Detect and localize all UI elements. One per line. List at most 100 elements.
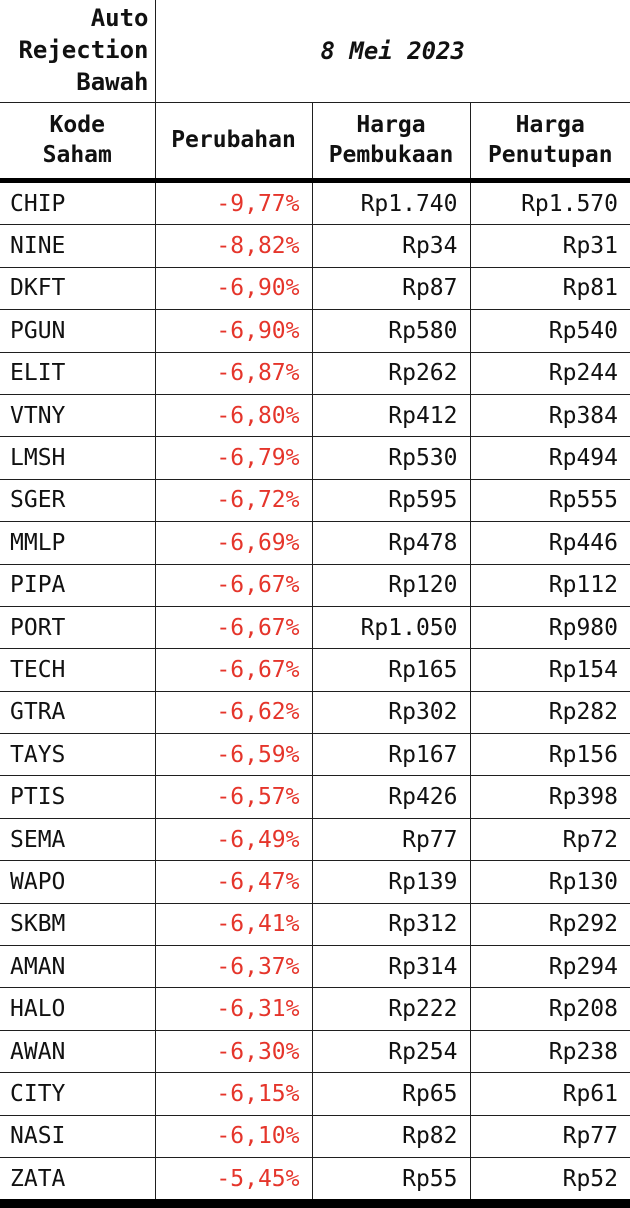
harga-pembukaan-cell: Rp254 — [312, 1030, 471, 1074]
harga-pembukaan-cell: Rp580 — [312, 309, 471, 353]
harga-pembukaan-cell: Rp262 — [312, 352, 471, 395]
kode-saham-cell: AMAN — [0, 945, 156, 989]
table-row: TECH -6,67% Rp165 Rp154 — [0, 648, 630, 692]
table-row: NASI -6,10% Rp82 Rp77 — [0, 1115, 630, 1158]
perubahan-cell: -6,62% — [155, 691, 313, 735]
kode-saham-cell: GTRA — [0, 691, 156, 735]
harga-penutupan-cell: Rp294 — [470, 945, 630, 989]
table-row: CHIP -9,77% Rp1.740 Rp1.570 — [0, 180, 630, 226]
kode-saham-cell: SEMA — [0, 818, 156, 862]
harga-pembukaan-cell: Rp120 — [312, 564, 471, 607]
perubahan-cell: -5,45% — [155, 1157, 313, 1208]
perubahan-cell: -6,41% — [155, 903, 313, 947]
harga-penutupan-cell: Rp292 — [470, 903, 630, 947]
kode-saham-cell: NASI — [0, 1115, 156, 1158]
harga-pembukaan-cell: Rp302 — [312, 691, 471, 735]
harga-penutupan-cell: Rp398 — [470, 775, 630, 819]
kode-saham-cell: PORT — [0, 606, 156, 650]
harga-penutupan-cell: Rp81 — [470, 267, 630, 311]
table-row: CITY -6,15% Rp65 Rp61 — [0, 1072, 630, 1116]
harga-pembukaan-cell: Rp412 — [312, 394, 471, 438]
kode-saham-cell: ZATA — [0, 1157, 156, 1208]
harga-pembukaan-cell: Rp65 — [312, 1072, 471, 1116]
harga-penutupan-cell: Rp72 — [470, 818, 630, 862]
harga-penutupan-cell: Rp282 — [470, 691, 630, 735]
perubahan-cell: -6,59% — [155, 733, 313, 777]
perubahan-cell: -6,69% — [155, 521, 313, 565]
harga-penutupan-cell: Rp384 — [470, 394, 630, 438]
perubahan-cell: -6,15% — [155, 1072, 313, 1116]
kode-saham-cell: LMSH — [0, 436, 156, 480]
table-row: DKFT -6,90% Rp87 Rp81 — [0, 267, 630, 311]
table-row: ELIT -6,87% Rp262 Rp244 — [0, 352, 630, 395]
table-row: AWAN -6,30% Rp254 Rp238 — [0, 1030, 630, 1074]
kode-saham-cell: WAPO — [0, 860, 156, 904]
harga-pembukaan-cell: Rp139 — [312, 860, 471, 904]
harga-pembukaan-cell: Rp1.740 — [312, 180, 471, 226]
harga-penutupan-cell: Rp244 — [470, 352, 630, 395]
perubahan-cell: -6,72% — [155, 479, 313, 523]
harga-penutupan-cell: Rp238 — [470, 1030, 630, 1074]
harga-pembukaan-cell: Rp55 — [312, 1157, 471, 1208]
perubahan-cell: -6,30% — [155, 1030, 313, 1074]
table-row: PORT -6,67% Rp1.050 Rp980 — [0, 606, 630, 650]
perubahan-cell: -6,87% — [155, 352, 313, 395]
table-row: GTRA -6,62% Rp302 Rp282 — [0, 691, 630, 735]
table-title: Auto Rejection Bawah — [0, 0, 156, 103]
table-row: VTNY -6,80% Rp412 Rp384 — [0, 394, 630, 438]
kode-saham-cell: SGER — [0, 479, 156, 523]
kode-saham-cell: PIPA — [0, 564, 156, 607]
kode-saham-cell: DKFT — [0, 267, 156, 311]
table-row: AMAN -6,37% Rp314 Rp294 — [0, 945, 630, 989]
harga-pembukaan-cell: Rp77 — [312, 818, 471, 862]
harga-penutupan-cell: Rp980 — [470, 606, 630, 650]
harga-pembukaan-cell: Rp314 — [312, 945, 471, 989]
table-row: SGER -6,72% Rp595 Rp555 — [0, 479, 630, 523]
column-header-kode-saham: Kode Saham — [0, 102, 156, 183]
harga-pembukaan-cell: Rp87 — [312, 267, 471, 311]
harga-pembukaan-cell: Rp34 — [312, 224, 471, 268]
harga-penutupan-cell: Rp61 — [470, 1072, 630, 1116]
table-row: NINE -8,82% Rp34 Rp31 — [0, 224, 630, 268]
table-row: MMLP -6,69% Rp478 Rp446 — [0, 521, 630, 565]
kode-saham-cell: HALO — [0, 987, 156, 1031]
kode-saham-cell: NINE — [0, 224, 156, 268]
harga-penutupan-cell: Rp154 — [470, 648, 630, 692]
harga-penutupan-cell: Rp156 — [470, 733, 630, 777]
kode-saham-cell: CITY — [0, 1072, 156, 1116]
kode-saham-cell: AWAN — [0, 1030, 156, 1074]
perubahan-cell: -6,90% — [155, 267, 313, 311]
title-row: Auto Rejection Bawah 8 Mei 2023 — [0, 0, 630, 103]
harga-pembukaan-cell: Rp426 — [312, 775, 471, 819]
harga-penutupan-cell: Rp555 — [470, 479, 630, 523]
harga-pembukaan-cell: Rp478 — [312, 521, 471, 565]
harga-penutupan-cell: Rp31 — [470, 224, 630, 268]
perubahan-cell: -6,79% — [155, 436, 313, 480]
perubahan-cell: -6,80% — [155, 394, 313, 438]
table-row: SEMA -6,49% Rp77 Rp72 — [0, 818, 630, 862]
kode-saham-cell: TECH — [0, 648, 156, 692]
harga-penutupan-cell: Rp130 — [470, 860, 630, 904]
kode-saham-cell: SKBM — [0, 903, 156, 947]
perubahan-cell: -9,77% — [155, 180, 313, 226]
column-header-harga-penutupan: Harga Penutupan — [470, 102, 630, 183]
kode-saham-cell: PGUN — [0, 309, 156, 353]
kode-saham-cell: MMLP — [0, 521, 156, 565]
harga-pembukaan-cell: Rp312 — [312, 903, 471, 947]
table-row: ZATA -5,45% Rp55 Rp52 — [0, 1157, 630, 1208]
column-header-row: Kode Saham Perubahan Harga Pembukaan Har… — [0, 102, 630, 183]
perubahan-cell: -6,67% — [155, 606, 313, 650]
table-row: LMSH -6,79% Rp530 Rp494 — [0, 436, 630, 480]
table-row: PIPA -6,67% Rp120 Rp112 — [0, 564, 630, 607]
table-row: PTIS -6,57% Rp426 Rp398 — [0, 775, 630, 819]
table-row: PGUN -6,90% Rp580 Rp540 — [0, 309, 630, 353]
harga-penutupan-cell: Rp112 — [470, 564, 630, 607]
perubahan-cell: -6,31% — [155, 987, 313, 1031]
table-row: TAYS -6,59% Rp167 Rp156 — [0, 733, 630, 777]
perubahan-cell: -6,67% — [155, 564, 313, 607]
harga-pembukaan-cell: Rp1.050 — [312, 606, 471, 650]
harga-penutupan-cell: Rp494 — [470, 436, 630, 480]
harga-pembukaan-cell: Rp165 — [312, 648, 471, 692]
date-header: 8 Mei 2023 — [155, 0, 630, 103]
perubahan-cell: -6,67% — [155, 648, 313, 692]
